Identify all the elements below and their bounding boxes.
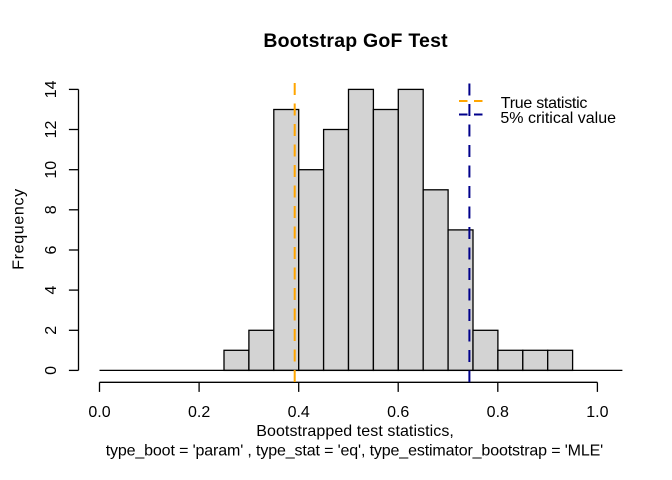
svg-text:12: 12 [43,121,60,139]
svg-text:type_boot = 'param' , type_sta: type_boot = 'param' , type_stat = 'eq', … [106,443,603,460]
svg-text:Bootstrap GoF Test: Bootstrap GoF Test [263,30,448,52]
svg-text:14: 14 [43,80,60,98]
svg-text:Frequency: Frequency [11,188,28,270]
svg-text:0.0: 0.0 [88,404,110,421]
svg-text:True statistic: True statistic [501,95,588,112]
svg-text:8: 8 [43,205,60,214]
svg-text:0.2: 0.2 [188,404,210,421]
svg-text:Bootstrapped test statistics,: Bootstrapped test statistics, [256,423,454,440]
svg-text:1.0: 1.0 [586,404,608,421]
svg-text:10: 10 [43,161,60,179]
svg-text:0.6: 0.6 [387,404,409,421]
svg-text:0: 0 [43,366,60,375]
svg-text:2: 2 [43,326,60,335]
svg-text:0.4: 0.4 [288,404,310,421]
svg-text:0.8: 0.8 [487,404,509,421]
svg-text:4: 4 [43,286,60,295]
svg-text:5% critical value: 5% critical value [500,110,616,127]
svg-text:6: 6 [43,245,60,254]
